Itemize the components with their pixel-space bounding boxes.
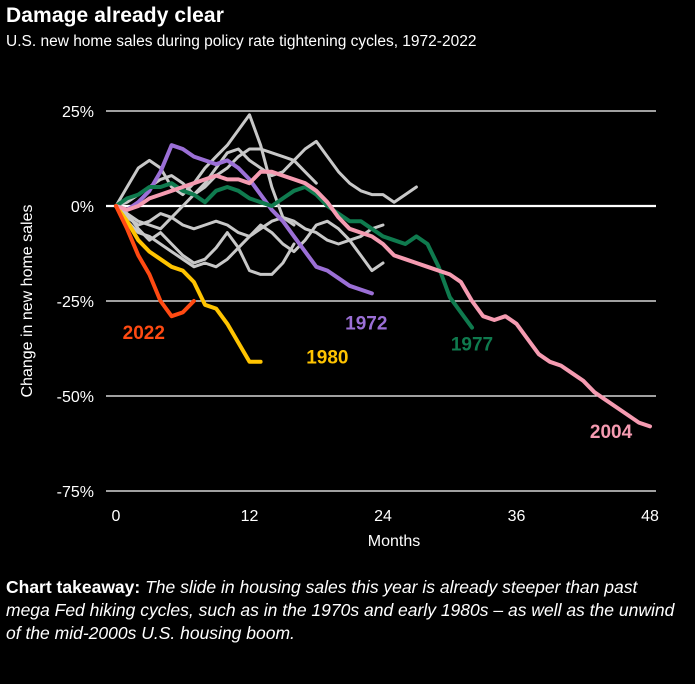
y-tick-label: -25% xyxy=(57,294,94,311)
x-tick-label: 24 xyxy=(374,508,392,525)
series-line-2022 xyxy=(114,204,196,319)
x-tick-label: 36 xyxy=(508,508,526,525)
y-axis-title: Change in new home sales xyxy=(19,204,36,397)
chart-subtitle: U.S. new home sales during policy rate t… xyxy=(6,33,477,50)
series-label-2022: 2022 xyxy=(123,323,165,344)
line-chart: 25% 0% -25% -50% -75% 0 12 24 36 48 Months Change i… xyxy=(19,104,659,550)
x-tick-label: 12 xyxy=(241,508,259,525)
takeaway-label: Chart takeaway: xyxy=(6,577,141,597)
y-tick-label: -50% xyxy=(57,389,94,406)
x-tick-label: 0 xyxy=(112,508,121,525)
series-line-2004 xyxy=(114,169,652,429)
x-axis-title: Months xyxy=(368,533,420,550)
y-tick-label: -75% xyxy=(57,484,94,501)
series-line-gray xyxy=(114,113,296,227)
series-label-1972: 1972 xyxy=(345,314,387,335)
chart-title: Damage already clear xyxy=(6,4,224,27)
series-label-1980: 1980 xyxy=(306,348,348,369)
y-tick-label: 0% xyxy=(71,199,94,216)
series-label-2004: 2004 xyxy=(590,422,633,443)
series-line-gray xyxy=(114,204,385,273)
y-tick-label: 25% xyxy=(62,104,94,121)
series-line-1972 xyxy=(114,143,374,296)
chart-takeaway: Chart takeaway: The slide in housing sal… xyxy=(6,576,682,645)
x-tick-label: 48 xyxy=(641,508,659,525)
series-line-1977 xyxy=(114,181,474,330)
takeaway-text: The slide in housing sales this year is … xyxy=(6,577,675,643)
series-label-1977: 1977 xyxy=(451,334,493,355)
series-line-gray xyxy=(114,204,296,276)
series-line-1980 xyxy=(114,204,263,364)
